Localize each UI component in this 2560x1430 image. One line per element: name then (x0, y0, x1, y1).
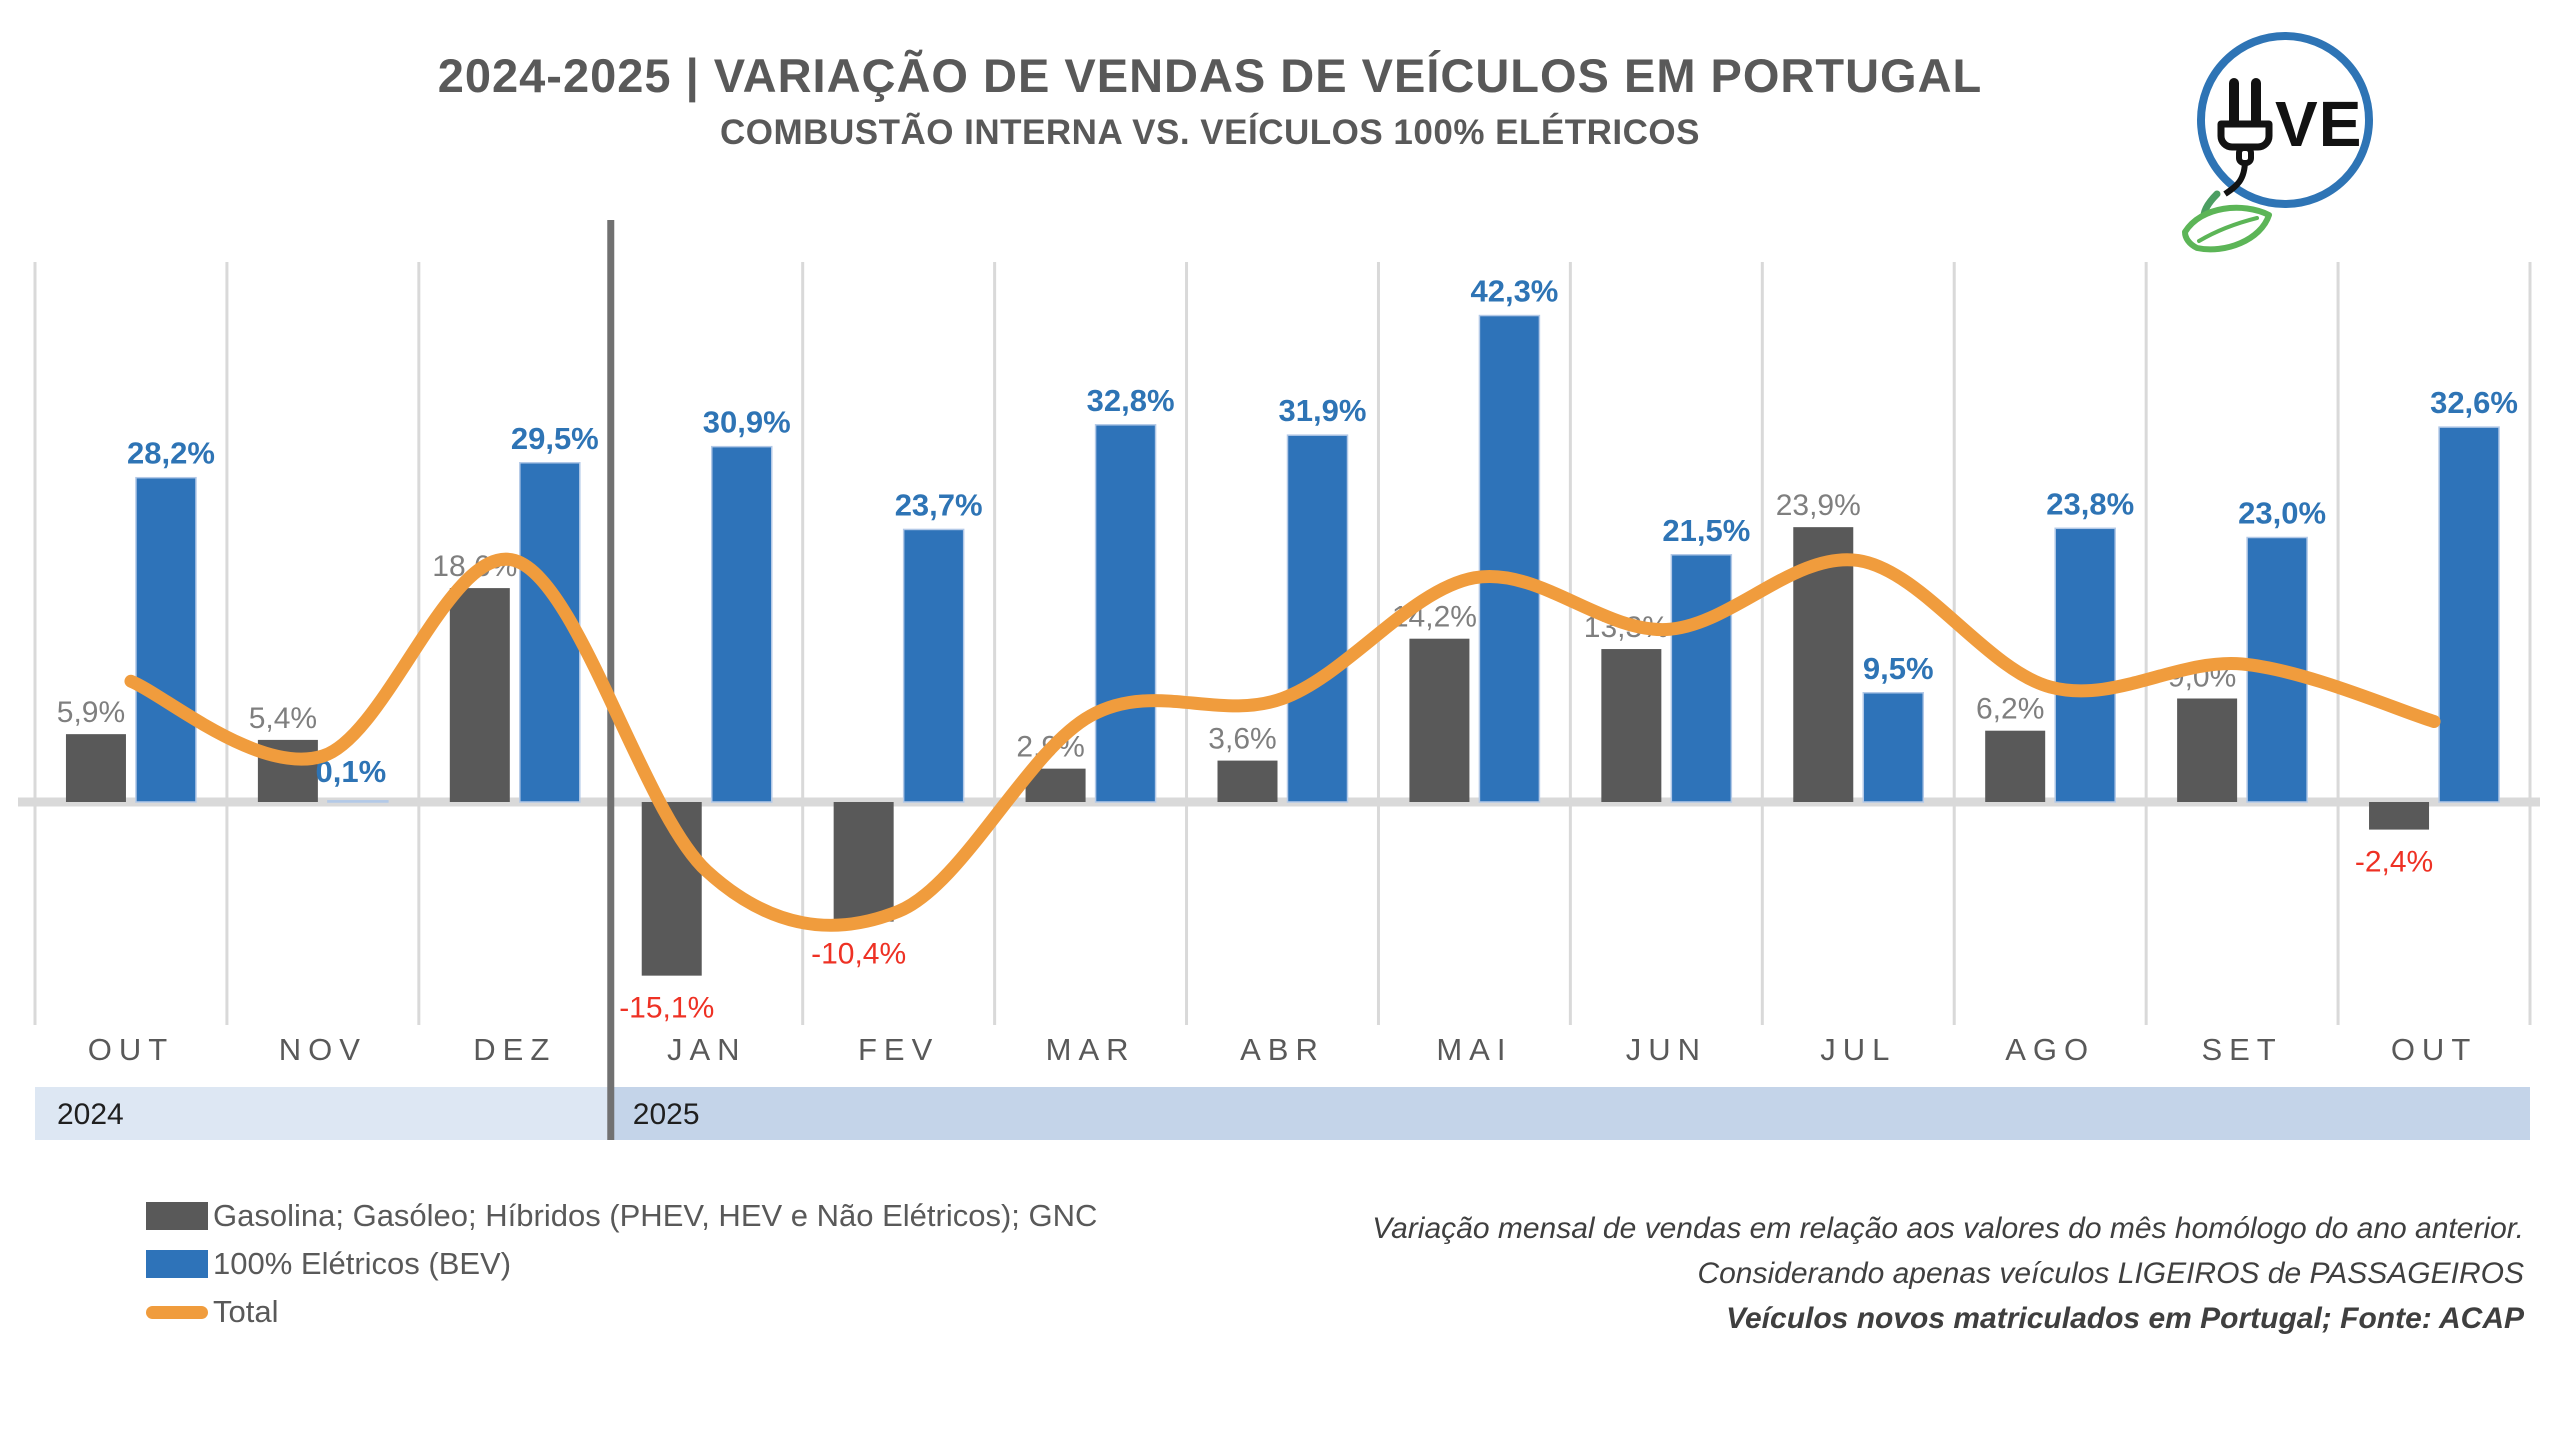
logo-circle (2197, 32, 2373, 208)
bev-swatch-icon (146, 1250, 208, 1278)
bar-label-ice: 3,6% (1208, 723, 1276, 756)
bar-bev-mai-7 (1478, 314, 1541, 803)
month-label-ago-10: AGO (2005, 1032, 2095, 1067)
month-label-jan-3: JAN (667, 1032, 747, 1067)
month-label-mai-7: MAI (1436, 1032, 1512, 1067)
year-band-label-2024: 2024 (57, 1098, 124, 1131)
legend-item-label: 100% Elétricos (BEV) (213, 1246, 512, 1281)
bar-bev-out-12 (2438, 426, 2500, 803)
month-label-jul-9: JUL (1820, 1032, 1896, 1067)
bar-label-bev: 42,3% (1470, 274, 1558, 309)
bar-ice-mai-7 (1409, 638, 1470, 802)
bar-ice-dez-2 (449, 588, 510, 802)
month-label-jun-8: JUN (1626, 1032, 1707, 1067)
bar-bev-mar-5 (1094, 424, 1157, 803)
bar-label-bev: 32,6% (2430, 385, 2518, 420)
month-label-set-11: SET (2201, 1032, 2282, 1067)
page-title: 2024-2025 | VARIAÇÃO DE VENDAS DE VEÍCUL… (437, 49, 1983, 102)
bar-bev-jan-3 (710, 445, 773, 803)
bar-ice-set-11 (2177, 698, 2238, 802)
page-subtitle: COMBUSTÃO INTERNA VS. VEÍCULOS 100% ELÉT… (720, 113, 1700, 152)
year-band-2024 (35, 1087, 611, 1140)
note-line: Considerando apenas veículos LIGEIROS de… (1697, 1257, 2524, 1290)
year-band-2025 (610, 1087, 2530, 1140)
bar-ice-out-0 (65, 734, 126, 802)
bar-label-ice: 5,4% (249, 702, 317, 735)
month-label-mar-5: MAR (1046, 1032, 1136, 1067)
bar-label-bev: 21,5% (1662, 513, 1750, 548)
month-label-fev-4: FEV (858, 1032, 939, 1067)
bar-bev-fev-4 (902, 528, 965, 803)
bar-label-bev: 29,5% (511, 421, 599, 456)
bar-label-ice: 5,9% (57, 696, 125, 729)
uve-logo-graphic: VE (2182, 32, 2373, 253)
bar-ice-out-12 (2369, 802, 2430, 830)
legend-item-label: Gasolina; Gasóleo; Híbridos (PHEV, HEV e… (213, 1198, 1098, 1233)
bar-bev-ago-10 (2054, 527, 2116, 803)
ice-swatch-icon (146, 1202, 208, 1230)
bar-label-ice: -15,1% (619, 992, 714, 1025)
total-line (124, 552, 2441, 932)
logo-letters: VE (2275, 88, 2362, 160)
bar-label-ice: -2,4% (2355, 846, 2433, 879)
uve-logo: VE (2145, 8, 2445, 268)
month-label-nov-1: NOV (279, 1032, 367, 1067)
bar-label-bev: 23,7% (895, 487, 983, 522)
legend-item-label: Total (213, 1294, 279, 1329)
chart-legend: Gasolina; Gasóleo; Híbridos (PHEV, HEV e… (146, 1192, 1097, 1336)
bar-ice-abr-6 (1217, 760, 1278, 802)
year-band-label-2025: 2025 (633, 1098, 700, 1131)
month-label-abr-6: ABR (1240, 1032, 1325, 1067)
zero-axis-line (18, 797, 2540, 807)
total-line-swatch-icon (146, 1305, 208, 1319)
month-label-dez-2: DEZ (473, 1032, 556, 1067)
page-header: 2024-2025 | VARIAÇÃO DE VENDAS DE VEÍCUL… (0, 48, 2420, 153)
bar-ice-ago-10 (1985, 730, 2046, 802)
bar-label-bev: 9,5% (1863, 651, 1934, 686)
bar-label-ice: 6,2% (1976, 693, 2044, 726)
source-notes: Variação mensal de vendas em relação aos… (1372, 1206, 2524, 1341)
bar-label-ice: -10,4% (811, 938, 906, 971)
month-label-out-0: OUT (88, 1032, 174, 1067)
bar-label-bev: 31,9% (1279, 393, 1367, 428)
legend-item-total: Total (146, 1288, 1097, 1336)
bar-label-bev: 23,0% (2238, 496, 2326, 531)
bar-bev-abr-6 (1286, 434, 1349, 803)
bar-label-bev: 30,9% (703, 405, 791, 440)
bar-bev-out-0 (135, 476, 197, 803)
bar-label-ice: 23,9% (1776, 489, 1861, 522)
bar-ice-jun-8 (1601, 649, 1662, 802)
bar-bev-jul-9 (1862, 692, 1925, 803)
bar-label-bev: 28,2% (127, 436, 215, 471)
legend-item-ice: Gasolina; Gasóleo; Híbridos (PHEV, HEV e… (146, 1192, 1097, 1240)
plug-icon (2217, 78, 2273, 166)
bar-bev-jun-8 (1670, 554, 1733, 803)
note-line: Variação mensal de vendas em relação aos… (1372, 1212, 2524, 1245)
bar-bev-nov-1 (327, 800, 389, 803)
bar-ice-fev-4 (833, 802, 894, 922)
leaf-midrib (2197, 216, 2259, 243)
legend-item-bev: 100% Elétricos (BEV) (146, 1240, 1097, 1288)
note-line-source: Veículos novos matriculados em Portugal;… (1726, 1302, 2524, 1335)
month-label-out-12: OUT (2391, 1032, 2477, 1067)
bar-label-bev: 32,8% (1087, 383, 1175, 418)
bar-label-bev: 23,8% (2046, 486, 2134, 521)
